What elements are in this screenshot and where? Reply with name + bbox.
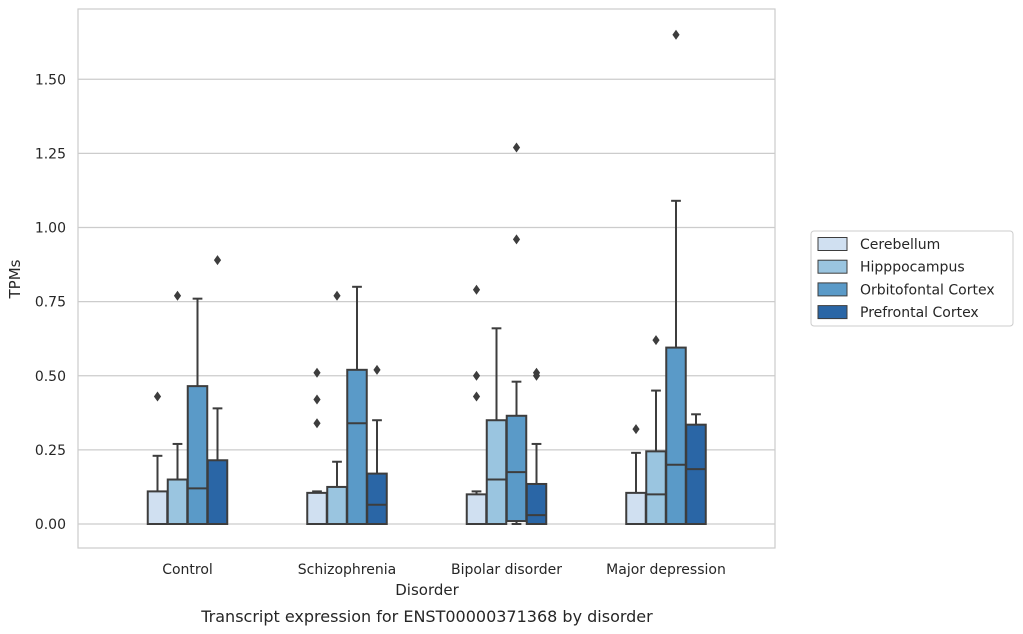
y-tick-label: 1.00 bbox=[35, 221, 66, 237]
box-body bbox=[665, 346, 687, 525]
y-tick-label: 0.00 bbox=[35, 517, 66, 533]
outlier-point bbox=[313, 418, 321, 429]
box-body bbox=[186, 385, 209, 525]
box-orbitofontal-cortex-3 bbox=[665, 29, 687, 525]
plot-frame bbox=[77, 8, 776, 549]
y-tick-label: 1.50 bbox=[35, 72, 66, 88]
box-body bbox=[465, 493, 488, 526]
box-hipppocampus-3 bbox=[645, 335, 667, 526]
outlier-point bbox=[472, 391, 481, 402]
legend-swatch bbox=[817, 259, 848, 274]
outlier-point bbox=[512, 142, 521, 153]
legend-label: Hipppocampus bbox=[860, 260, 965, 276]
box-cerebellum-3 bbox=[625, 424, 647, 525]
outlier-point bbox=[153, 391, 162, 402]
outlier-point bbox=[532, 370, 541, 381]
y-tick-label: 1.25 bbox=[35, 146, 66, 162]
box-body bbox=[146, 490, 169, 526]
y-axis-ticks: 0.00 0.25 0.50 0.75 1.00 1.25 1.50 bbox=[35, 72, 66, 533]
box-body bbox=[685, 423, 707, 525]
box-body bbox=[366, 472, 388, 525]
y-tick-label: 0.75 bbox=[35, 295, 66, 311]
outlier-point bbox=[313, 367, 321, 378]
x-tick-label: Bipolar disorder bbox=[451, 562, 562, 578]
box-body bbox=[625, 491, 647, 525]
box-orbitofontal-cortex-1 bbox=[346, 285, 368, 525]
outlier-point bbox=[512, 234, 521, 245]
x-axis-ticks: Control Schizophrenia Bipolar disorder Majo… bbox=[162, 562, 726, 578]
y-axis-label: TPMs bbox=[6, 259, 24, 299]
box-prefrontal-cortex-1 bbox=[366, 364, 388, 525]
box-body bbox=[306, 491, 328, 525]
y-tick-label: 0.50 bbox=[35, 369, 66, 385]
box-body bbox=[166, 478, 189, 525]
x-tick-label: Major depression bbox=[606, 562, 726, 578]
outlier-point bbox=[213, 255, 222, 266]
legend-swatch bbox=[817, 237, 848, 251]
box-body bbox=[505, 414, 528, 523]
box-body bbox=[206, 459, 229, 526]
box-body bbox=[645, 450, 667, 526]
outlier-point bbox=[672, 29, 680, 40]
box-cerebellum-1 bbox=[306, 367, 328, 525]
x-axis-label: Disorder bbox=[395, 581, 459, 599]
legend-swatch bbox=[817, 305, 848, 320]
box-hipppocampus-2 bbox=[485, 327, 508, 526]
box-orbitofontal-cortex-2 bbox=[505, 142, 528, 525]
outlier-point bbox=[373, 364, 381, 375]
box-cerebellum-0 bbox=[146, 391, 169, 526]
box-body bbox=[326, 485, 348, 525]
legend-swatch bbox=[817, 282, 848, 297]
box-body bbox=[525, 482, 548, 526]
legend-frame bbox=[810, 230, 1014, 327]
box-body bbox=[485, 419, 508, 526]
outlier-point bbox=[652, 335, 660, 346]
box-hipppocampus-1 bbox=[326, 290, 348, 525]
outlier-point bbox=[472, 370, 481, 381]
legend: Cerebellum Hipppocampus Orbitofontal Corte… bbox=[810, 230, 1014, 327]
box-groups bbox=[146, 29, 707, 526]
box-prefrontal-cortex-2 bbox=[525, 367, 548, 526]
outlier-point bbox=[173, 290, 182, 301]
box-cerebellum-2 bbox=[465, 284, 488, 526]
outlier-point bbox=[632, 424, 640, 435]
outlier-point bbox=[313, 394, 321, 405]
legend-label: Cerebellum bbox=[860, 237, 940, 253]
chart-caption: Transcript expression for ENST0000037136… bbox=[200, 607, 653, 626]
x-tick-label: Schizophrenia bbox=[298, 562, 396, 578]
legend-label: Prefrontal Cortex bbox=[860, 305, 979, 321]
box-hipppocampus-0 bbox=[166, 290, 189, 525]
y-tick-label: 0.25 bbox=[35, 443, 66, 459]
box-prefrontal-cortex-3 bbox=[685, 413, 707, 525]
outlier-point bbox=[333, 290, 341, 301]
box-prefrontal-cortex-0 bbox=[206, 255, 229, 526]
legend-label: Orbitofontal Cortex bbox=[860, 282, 995, 298]
x-tick-label: Control bbox=[162, 562, 213, 578]
outlier-point bbox=[472, 284, 481, 295]
box-body bbox=[346, 368, 368, 525]
box-orbitofontal-cortex-0 bbox=[186, 297, 209, 525]
